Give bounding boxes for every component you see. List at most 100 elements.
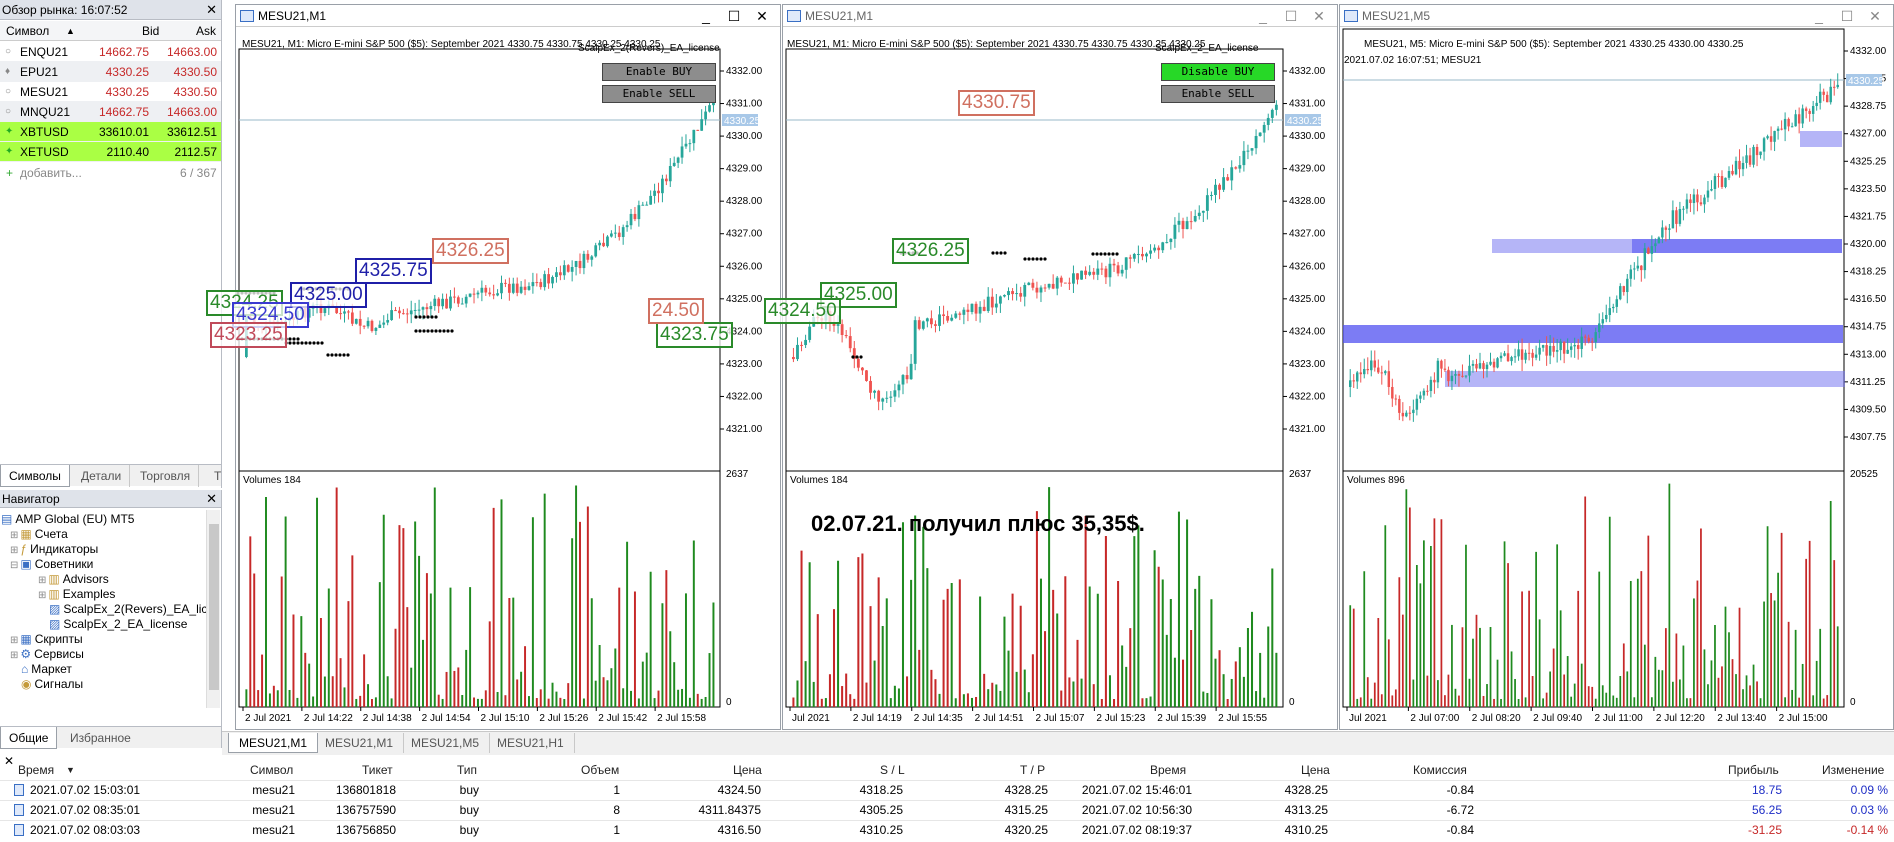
col-ticket[interactable]: Тикет [362,763,393,777]
maximize-button[interactable]: ☐ [727,8,741,24]
chart-canvas[interactable]: 4332.00 4330.25 4328.75 4327.00 4325.25 4323.… [1340,27,1894,730]
history-row[interactable] [0,800,1894,820]
col-price[interactable]: Цена [733,763,762,777]
chart-tab-4[interactable]: MESU21,H1 [487,733,575,753]
navigator-scrollbar[interactable] [206,510,220,708]
col-type[interactable]: Тип [457,763,478,777]
candle [921,321,925,329]
profit-cell-text: 18.75 [1751,783,1782,797]
history-row[interactable] [0,820,1894,840]
symbol-row[interactable]: ○ MNQU21 14662.75 14663.00 [0,102,221,122]
col-sl[interactable]: S / L [880,763,905,777]
navigator-item[interactable]: ⊞ ▥ Examples [38,585,115,603]
navigator-item[interactable]: ▨ ScalpEx_2(Revers)_EA_lice [38,600,214,618]
chart-tab-3[interactable]: MESU21,M5 [401,733,491,753]
navigator-item[interactable]: ◉ Сигналы [10,675,83,693]
col-time[interactable]: Время [18,763,55,777]
navigator-item[interactable]: ⌂ Маркет [10,660,72,678]
col-commission[interactable]: Комиссия [1413,763,1467,777]
expand-icon[interactable]: ⊞ [38,575,47,586]
navigator-item-label: Индикаторы [30,542,99,556]
navigator-item[interactable]: ▤ AMP Global (EU) MT5 [0,510,134,528]
chart-canvas[interactable]: 4332.00 4331.00 4330.00 4329.00 4328.00 4327.… [783,27,1338,730]
chart-tab-1[interactable]: MESU21,M1 [228,733,319,753]
sort-down-icon[interactable]: ▼ [66,765,75,775]
signal-dot [292,341,296,345]
candle [889,396,893,398]
minimize-button[interactable]: _ [1259,8,1267,24]
col-ask[interactable]: Ask [196,24,217,38]
signal-dot [434,315,438,319]
candle [1088,271,1092,275]
col-volume[interactable]: Объем [581,763,620,777]
col-price2[interactable]: Цена [1301,763,1330,777]
navigator-item[interactable]: ⊞ ⚙ Сервисы [10,645,84,663]
symbol-row[interactable]: ♦ EPU21 4330.25 4330.50 [0,62,221,82]
symbol-row[interactable]: ○ MESU21 4330.25 4330.50 [0,82,221,102]
navigator-item[interactable]: ▨ ScalpEx_2_EA_license [38,615,187,633]
tab-common[interactable]: Общие [0,727,58,749]
close-button[interactable]: ✕ [756,8,768,24]
sort-up-icon[interactable]: ▲ [66,26,75,36]
expand-icon[interactable]: ⊞ [10,545,19,556]
candle [547,274,550,284]
tab-trading[interactable]: Торговля [132,465,200,487]
expand-icon[interactable]: ⊞ [38,590,47,601]
enable-sell-button[interactable]: Enable SELL [1161,85,1275,103]
maximize-button[interactable]: ☐ [1284,8,1298,24]
candle [1605,314,1608,320]
minimize-button[interactable]: _ [1815,8,1823,24]
add-symbol-label[interactable]: добавить... [20,166,82,180]
enable-buy-button[interactable]: Enable BUY [602,63,716,81]
tab-more[interactable]: Т [214,469,222,483]
candle [1538,347,1541,355]
candle [1524,352,1527,360]
navigator-item[interactable]: ⊞ ▦ Счета [10,525,68,543]
disable-buy-button[interactable]: Disable BUY [1161,63,1275,81]
symbol-row[interactable]: ✦ XETUSD 2110.40 2112.57 [0,142,221,162]
level-label: 4326.25 [432,238,509,264]
tab-details[interactable]: Детали [73,465,131,487]
col-tp[interactable]: T / P [1020,763,1046,777]
close-button[interactable]: ✕ [1313,8,1325,24]
col-profit[interactable]: Прибыль [1728,763,1779,777]
navigator-item[interactable]: ⊞ ▦ Скрипты [10,630,83,648]
tab-favorites[interactable]: Избранное [70,731,131,745]
expand-icon[interactable]: ⊞ [10,530,19,541]
candle [594,245,598,257]
maximize-button[interactable]: ☐ [1840,8,1854,24]
candle [1720,176,1724,187]
minimize-button[interactable]: _ [702,8,710,24]
expand-icon[interactable]: ⊞ [10,650,19,661]
plot-area[interactable] [238,48,721,708]
navigator-item[interactable]: ⊟ ▣ Советники [10,555,93,573]
symbol-row[interactable]: ○ ENQU21 14662.75 14663.00 [0,42,221,62]
plot-area[interactable] [785,48,1284,708]
symbol-name: MNQU21 [20,105,71,119]
plot-area[interactable] [1342,28,1845,708]
navigator-item[interactable]: ⊞ ƒ Индикаторы [10,540,98,558]
enable-sell-button[interactable]: Enable SELL [602,85,716,103]
navigator-item[interactable]: ⊞ ▥ Advisors [38,570,109,588]
col-time2[interactable]: Время [1150,763,1187,777]
expand-icon[interactable]: ⊞ [10,635,19,646]
volumes-label: Volumes 184 [243,475,301,486]
tab-symbols[interactable]: Символы [0,465,70,487]
close-icon[interactable]: ✕ [206,491,217,506]
candle [1541,345,1545,348]
expand-icon[interactable]: ⊟ [10,560,19,571]
chart-canvas[interactable]: 4332.00 4331.00 4330.00 4329.00 4328.00 4327.… [236,27,781,730]
close-icon[interactable]: ✕ [206,2,217,17]
symbol-count: 6 / 367 [180,166,217,180]
add-symbol-row[interactable]: + добавить... 6 / 367 [0,163,221,183]
col-symbol[interactable]: Символ [250,763,294,777]
chart-tab-2[interactable]: MESU21,M1 [315,733,405,753]
col-bid[interactable]: Bid [142,24,160,38]
col-change[interactable]: Изменение [1822,763,1885,777]
close-button[interactable]: ✕ [1869,8,1881,24]
candle [417,309,421,311]
col-symbol[interactable]: Символ [6,24,50,38]
history-row[interactable] [0,780,1894,800]
symbol-row[interactable]: ✦ XBTUSD 33610.01 33612.51 [0,122,221,142]
close-icon[interactable]: ✕ [4,754,15,768]
